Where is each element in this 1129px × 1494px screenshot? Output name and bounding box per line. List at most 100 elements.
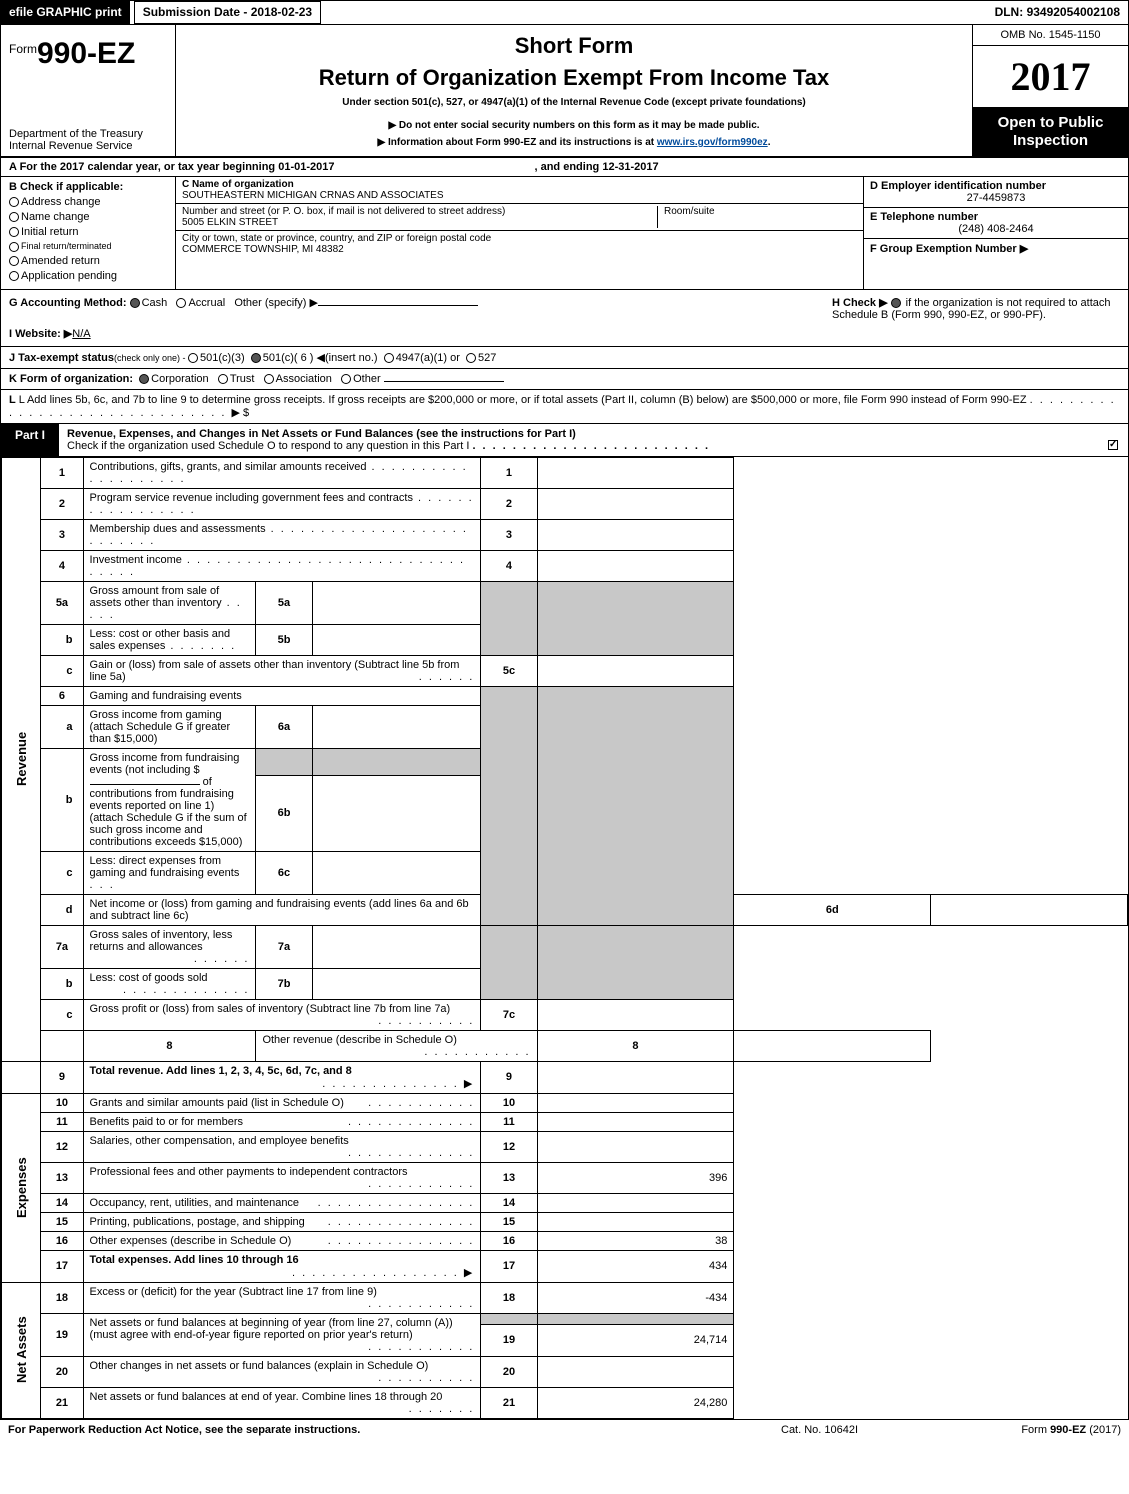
j-501c-radio[interactable] <box>251 353 261 363</box>
k-trust-radio[interactable] <box>218 374 228 384</box>
l3-text: Membership dues and assessments <box>90 523 266 535</box>
l6a-sv <box>312 705 481 748</box>
l2-text: Program service revenue including govern… <box>90 492 413 504</box>
dept-line-2: Internal Revenue Service <box>9 140 167 152</box>
org-addr-cell: Number and street (or P. O. box, if mail… <box>176 204 863 231</box>
l1-v <box>537 457 734 488</box>
check-final-return[interactable]: Final return/terminated <box>9 241 167 252</box>
section-a-row: A For the 2017 calendar year, or tax yea… <box>1 158 1128 177</box>
l4-v <box>537 550 734 581</box>
d-cell: D Employer identification number 27-4459… <box>864 177 1128 208</box>
l2-t: Program service revenue including govern… <box>83 488 481 519</box>
l13-t: Professional fees and other payments to … <box>83 1162 481 1193</box>
l7a-sv <box>312 925 481 968</box>
check-label-3: Final return/terminated <box>21 241 112 251</box>
dln-label: DLN: <box>995 5 1027 19</box>
form-page: efile GRAPHIC print Submission Date - 20… <box>0 0 1129 1420</box>
l19-v: 24,714 <box>537 1325 734 1356</box>
part-1-title: Revenue, Expenses, and Changes in Net As… <box>67 428 576 440</box>
info-note: ▶ Information about Form 990-EZ and its … <box>184 137 964 148</box>
other-specify-line[interactable] <box>318 305 478 306</box>
g-label: G Accounting Method: <box>9 297 127 309</box>
addr-value: 5005 ELKIN STREET <box>182 217 657 228</box>
l5c-n: c <box>41 655 83 686</box>
short-form-title: Short Form <box>184 33 964 59</box>
l6b-sv <box>312 776 481 851</box>
check-name-change[interactable]: Name change <box>9 211 167 223</box>
section-def: D Employer identification number 27-4459… <box>863 177 1128 289</box>
footer-right-pre: Form <box>1021 1424 1050 1436</box>
line-9-row: 9 Total revenue. Add lines 1, 2, 3, 4, 5… <box>2 1061 1128 1093</box>
l20-v <box>537 1356 734 1387</box>
f-cell: F Group Exemption Number ▶ <box>864 239 1128 289</box>
check-address-change[interactable]: Address change <box>9 196 167 208</box>
j-501c3-radio[interactable] <box>188 353 198 363</box>
a-mid: , and ending <box>534 161 602 173</box>
accrual-radio[interactable] <box>176 298 186 308</box>
l20-t: Other changes in net assets or fund bala… <box>83 1356 481 1387</box>
line-5a-row: 5a Gross amount from sale of assets othe… <box>2 581 1128 624</box>
l12-v <box>537 1131 734 1162</box>
other-label: Other (specify) ▶ <box>234 297 318 309</box>
part-1-header: Part I Revenue, Expenses, and Changes in… <box>1 424 1128 457</box>
l10-n: 10 <box>41 1093 83 1112</box>
accrual-label: Accrual <box>188 297 225 309</box>
l7ab-greynum <box>481 925 537 999</box>
expenses-sidelabel: Expenses <box>2 1093 41 1282</box>
l17-t: Total expenses. Add lines 10 through 16.… <box>83 1250 481 1282</box>
check-label-2: Initial return <box>21 226 78 238</box>
k-other-line[interactable] <box>384 381 504 382</box>
line-21-row: 21 Net assets or fund balances at end of… <box>2 1387 1128 1418</box>
l21-text: Net assets or fund balances at end of ye… <box>90 1391 443 1403</box>
check-label-5: Application pending <box>21 270 117 282</box>
section-h: H Check ▶ if the organization is not req… <box>820 296 1120 340</box>
line-4-row: 4 Investment income . . . . . . . . . . … <box>2 550 1128 581</box>
k-opt-3: Other <box>353 373 381 385</box>
submission-date: 2018-02-23 <box>251 5 312 19</box>
part-1-tag: Part I <box>1 424 59 456</box>
check-amended-return[interactable]: Amended return <box>9 255 167 267</box>
l6c-n: c <box>41 851 83 894</box>
l6b-blank[interactable] <box>90 784 200 785</box>
k-corp-radio[interactable] <box>139 374 149 384</box>
department: Department of the Treasury Internal Reve… <box>9 128 167 152</box>
j-527-radio[interactable] <box>466 353 476 363</box>
k-opt-2: Association <box>276 373 332 385</box>
l11-t: Benefits paid to or for members. . . . .… <box>83 1112 481 1131</box>
h-check[interactable] <box>891 298 901 308</box>
begin-date: 01-01-2017 <box>278 161 334 173</box>
l13-text: Professional fees and other payments to … <box>90 1166 408 1178</box>
part-1-check-line: Check if the organization used Schedule … <box>67 440 469 452</box>
check-application-pending[interactable]: Application pending <box>9 270 167 282</box>
h-label: H Check ▶ <box>832 297 888 309</box>
page-footer: For Paperwork Reduction Act Notice, see … <box>0 1420 1129 1440</box>
l6-n: 6 <box>41 686 83 705</box>
l14-n: 14 <box>41 1193 83 1212</box>
section-k: K Form of organization: Corporation Trus… <box>1 369 1128 390</box>
topbar: efile GRAPHIC print Submission Date - 20… <box>1 1 1128 25</box>
j-4947-radio[interactable] <box>384 353 394 363</box>
g-row: G Accounting Method: Cash Accrual Other … <box>9 296 820 309</box>
l16-n: 16 <box>41 1231 83 1250</box>
p1-dots: . . . . . . . . . . . . . . . . . . . . … <box>472 440 710 452</box>
l12-n: 12 <box>41 1131 83 1162</box>
line-20-row: 20 Other changes in net assets or fund b… <box>2 1356 1128 1387</box>
k-assoc-radio[interactable] <box>264 374 274 384</box>
l18-t: Excess or (deficit) for the year (Subtra… <box>83 1282 481 1313</box>
l8-text: Other revenue (describe in Schedule O) <box>262 1034 456 1046</box>
org-city-cell: City or town, state or province, country… <box>176 231 863 257</box>
j-opt-2: 4947(a)(1) or <box>396 352 460 364</box>
l13-v: 396 <box>537 1162 734 1193</box>
cash-radio[interactable] <box>130 298 140 308</box>
irs-link[interactable]: www.irs.gov/form990ez <box>657 137 768 148</box>
part-1-checkbox[interactable] <box>1108 440 1118 450</box>
l7ab-greyval <box>537 925 734 999</box>
l6b-n: b <box>41 748 83 851</box>
l5b-n: b <box>41 624 83 655</box>
k-other-radio[interactable] <box>341 374 351 384</box>
l9-t: Total revenue. Add lines 1, 2, 3, 4, 5c,… <box>83 1061 481 1093</box>
check-initial-return[interactable]: Initial return <box>9 226 167 238</box>
l5a-n: 5a <box>41 581 83 624</box>
section-abcdef: B Check if applicable: Address change Na… <box>1 177 1128 290</box>
l6d-n: d <box>41 894 83 925</box>
